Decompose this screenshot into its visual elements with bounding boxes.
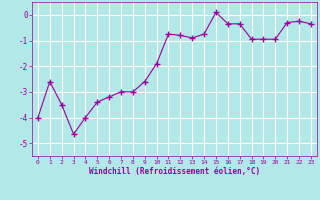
X-axis label: Windchill (Refroidissement éolien,°C): Windchill (Refroidissement éolien,°C) xyxy=(89,167,260,176)
